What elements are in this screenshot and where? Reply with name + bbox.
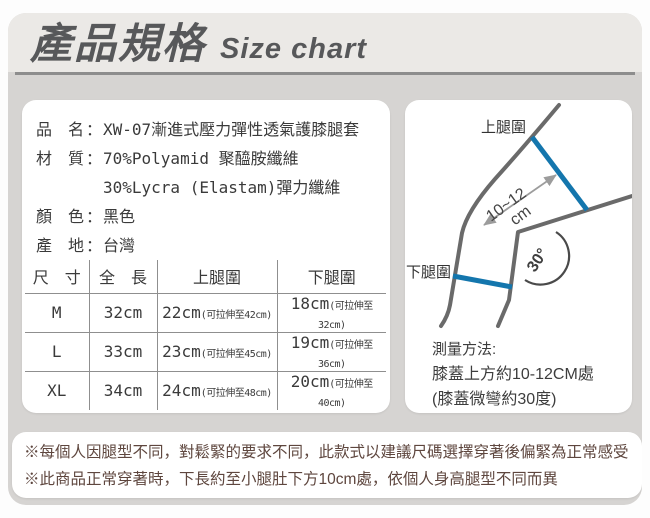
girth-stretch-note: (可拉伸至48cm) — [200, 388, 273, 399]
table-row: L 33cm 23cm(可拉伸至45cm) 19cm(可拉伸至36cm) — [25, 332, 386, 372]
spec-sheet-frame: 產品規格 Size chart 品 名：XW-07漸進式壓力彈性透氣護膝腿套 材… — [8, 13, 642, 505]
girth-value: 20cm — [290, 371, 330, 391]
length-cell: 34cm — [88, 371, 157, 410]
note-line-2: ※此商品正常穿著時，下長約至小腿肚下方10cm處，依個人身高腿型不同而異 — [24, 471, 558, 488]
header: 產品規格 Size chart — [8, 13, 642, 72]
lower-girth-cell: 18cm(可拉伸至32cm) — [276, 293, 386, 333]
leg-back-outline — [439, 103, 561, 328]
table-row: XL 34cm 24cm(可拉伸至48cm) 20cm(可拉伸至40cm) — [25, 371, 386, 410]
leg-diagram: 上腿圍 下腿圍 10~12cm 30° — [406, 103, 632, 328]
info-row-color: 顏 色：黑色 — [36, 202, 359, 231]
lower-girth-cell: 20cm(可拉伸至40cm) — [276, 371, 386, 410]
header-divider — [15, 72, 635, 75]
material-value-2: 30%Lycra (Elastam)彈力纖維 — [103, 178, 341, 197]
field-colon: ： — [86, 207, 103, 226]
leg-front-outline — [496, 194, 632, 328]
field-colon: ： — [86, 120, 103, 139]
measurement-panel: 上腿圍 下腿圍 10~12cm 30° 測量方法: 膝蓋上方約10-12CM處 … — [405, 100, 632, 413]
page-title: 產品規格 — [30, 20, 207, 67]
material-value-1: 70%Polyamid 聚醯胺纖維 — [103, 149, 299, 168]
page-subtitle: Size chart — [220, 33, 368, 65]
girth-stretch-note: (可拉伸至36cm) — [317, 339, 373, 370]
upper-girth-cell: 24cm(可拉伸至48cm) — [156, 371, 277, 410]
field-label: 顏 色 — [36, 207, 85, 226]
measuring-method-title: 測量方法: — [432, 341, 497, 358]
field-colon: ： — [86, 149, 103, 168]
distance-arrow — [483, 174, 557, 226]
table-row: M 32cm 22cm(可拉伸至42cm) 18cm(可拉伸至32cm) — [25, 293, 386, 333]
column-header-lower-girth: 下腿圍 — [276, 260, 386, 294]
info-row-material-2: 30%Lycra (Elastam)彈力纖維 — [36, 173, 359, 202]
girth-stretch-note: (可拉伸至32cm) — [317, 300, 373, 331]
color-value: 黑色 — [103, 207, 136, 226]
upper-girth-cell: 23cm(可拉伸至45cm) — [156, 332, 277, 372]
field-colon: ： — [86, 236, 103, 255]
girth-stretch-note: (可拉伸至42cm) — [200, 310, 273, 321]
girth-stretch-note: (可拉伸至45cm) — [200, 349, 273, 360]
field-label: 材 質 — [36, 149, 85, 168]
field-label: 品 名 — [36, 120, 85, 139]
girth-value: 18cm — [290, 293, 330, 313]
measuring-method-line-1: 膝蓋上方約10-12CM處 — [432, 366, 594, 383]
girth-value: 22cm — [162, 303, 201, 322]
upper-girth-label: 上腿圍 — [481, 119, 526, 136]
length-cell: 32cm — [88, 293, 157, 333]
girth-value: 24cm — [162, 381, 201, 400]
info-row-name: 品 名：XW-07漸進式壓力彈性透氣護膝腿套 — [36, 115, 359, 144]
field-label: 產 地 — [36, 236, 85, 255]
origin-value: 台灣 — [103, 236, 136, 255]
measuring-method-line-2: (膝蓋微彎約30度) — [432, 391, 557, 408]
note-line-1: ※每個人因腿型不同，對鬆緊的要求不同，此款式以建議尺碼選擇穿著後偏緊為正常感受 — [24, 444, 629, 461]
product-info: 品 名：XW-07漸進式壓力彈性透氣護膝腿套 材 質：70%Polyamid 聚… — [36, 115, 359, 260]
product-info-panel: 品 名：XW-07漸進式壓力彈性透氣護膝腿套 材 質：70%Polyamid 聚… — [22, 100, 390, 413]
size-cell: XL — [47, 381, 67, 400]
info-row-origin: 產 地：台灣 — [36, 231, 359, 260]
lower-girth-line — [452, 273, 513, 290]
info-row-material: 材 質：70%Polyamid 聚醯胺纖維 — [36, 144, 359, 173]
table-header-row: 尺 寸 全 長 上腿圍 下腿圍 — [25, 260, 386, 294]
girth-value: 23cm — [162, 342, 201, 361]
upper-girth-line — [530, 135, 589, 212]
size-cell: L — [25, 332, 89, 372]
column-header-size: 尺 寸 — [25, 260, 89, 294]
size-chart-table: 尺 寸 全 長 上腿圍 下腿圍 M 32cm 22cm(可拉伸至42cm) 18… — [25, 260, 386, 410]
column-header-length: 全 長 — [88, 260, 157, 294]
girth-value: 19cm — [290, 332, 330, 352]
upper-girth-cell: 22cm(可拉伸至42cm) — [156, 293, 277, 333]
girth-stretch-note: (可拉伸至40cm) — [317, 378, 373, 409]
measuring-method: 測量方法: 膝蓋上方約10-12CM處 (膝蓋微彎約30度) — [432, 338, 594, 412]
length-cell: 33cm — [88, 332, 157, 372]
knee-angle-arc — [524, 231, 571, 286]
lower-girth-label: 下腿圍 — [406, 264, 451, 281]
knee-angle-value: 30° — [524, 246, 551, 276]
product-name-value: XW-07漸進式壓力彈性透氣護膝腿套 — [103, 120, 360, 139]
notes-panel: ※每個人因腿型不同，對鬆緊的要求不同，此款式以建議尺碼選擇穿著後偏緊為正常感受 … — [12, 432, 642, 498]
size-cell: M — [25, 293, 89, 333]
lower-girth-cell: 19cm(可拉伸至36cm) — [276, 332, 386, 372]
column-header-upper-girth: 上腿圍 — [156, 260, 277, 294]
